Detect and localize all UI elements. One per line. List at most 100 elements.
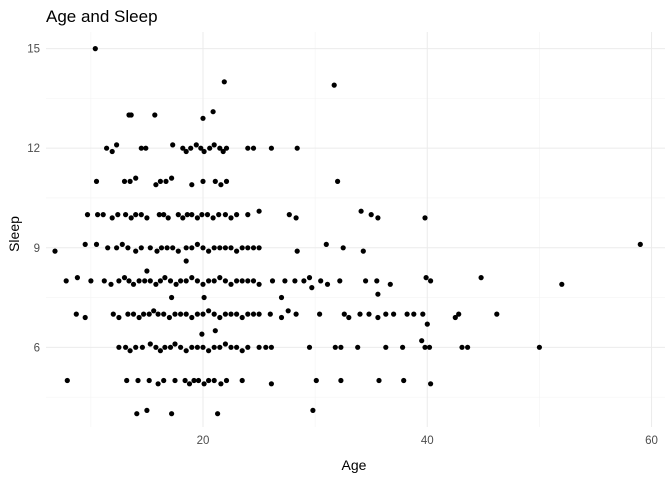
data-point bbox=[200, 311, 206, 317]
data-point bbox=[222, 311, 228, 317]
data-point bbox=[215, 411, 221, 417]
data-point bbox=[465, 344, 471, 350]
data-point bbox=[375, 215, 381, 221]
data-point bbox=[130, 311, 137, 317]
data-point bbox=[428, 278, 434, 284]
data-point bbox=[383, 344, 389, 350]
data-point bbox=[169, 175, 175, 181]
data-point bbox=[146, 377, 152, 384]
data-point bbox=[108, 281, 114, 287]
data-point bbox=[293, 215, 299, 221]
data-point bbox=[136, 314, 142, 321]
data-point bbox=[163, 178, 169, 184]
data-point bbox=[263, 344, 269, 350]
data-point bbox=[206, 377, 212, 384]
data-point bbox=[201, 294, 207, 301]
data-point bbox=[153, 182, 159, 188]
data-point bbox=[147, 341, 153, 347]
data-point bbox=[217, 314, 223, 321]
data-point bbox=[151, 308, 157, 314]
data-point bbox=[250, 145, 257, 151]
data-point bbox=[218, 182, 224, 188]
data-point bbox=[210, 215, 216, 221]
data-point bbox=[374, 278, 380, 284]
data-point bbox=[84, 212, 91, 218]
data-point bbox=[278, 294, 285, 301]
data-point bbox=[157, 278, 163, 284]
data-point bbox=[198, 145, 204, 151]
data-point bbox=[360, 248, 366, 254]
data-point bbox=[239, 377, 245, 384]
data-point bbox=[217, 275, 223, 281]
data-point bbox=[183, 311, 189, 317]
data-point bbox=[239, 278, 245, 284]
data-point bbox=[169, 411, 175, 417]
data-point bbox=[222, 341, 228, 347]
data-point bbox=[422, 344, 428, 350]
data-point bbox=[123, 344, 129, 350]
data-point bbox=[424, 321, 430, 327]
data-point bbox=[95, 212, 101, 218]
data-point bbox=[323, 241, 329, 247]
data-point bbox=[306, 275, 313, 281]
data-point bbox=[211, 344, 217, 350]
data-point bbox=[144, 407, 150, 413]
data-point bbox=[155, 311, 161, 317]
data-point bbox=[228, 215, 234, 221]
data-point bbox=[340, 245, 346, 251]
data-point bbox=[189, 245, 195, 251]
data-point bbox=[206, 308, 212, 314]
data-point bbox=[138, 212, 144, 218]
data-point bbox=[114, 142, 120, 148]
data-point bbox=[234, 311, 240, 317]
data-point bbox=[189, 182, 195, 188]
data-point bbox=[206, 348, 212, 354]
data-point bbox=[376, 377, 382, 384]
x-tick-label: 20 bbox=[197, 435, 210, 447]
data-point bbox=[207, 145, 213, 151]
data-point bbox=[52, 248, 58, 254]
data-point bbox=[63, 278, 69, 284]
data-point bbox=[200, 344, 206, 350]
data-point bbox=[194, 241, 200, 247]
data-point bbox=[223, 377, 230, 384]
data-point bbox=[143, 145, 149, 151]
data-point bbox=[200, 178, 206, 184]
data-point bbox=[401, 377, 407, 384]
data-point bbox=[200, 281, 206, 287]
data-point bbox=[128, 215, 134, 221]
y-tick-label: 12 bbox=[27, 143, 40, 155]
chart-title: Age and Sleep bbox=[46, 7, 158, 26]
data-point bbox=[217, 145, 223, 151]
data-point bbox=[125, 245, 131, 251]
data-points bbox=[52, 46, 643, 417]
data-point bbox=[144, 215, 150, 221]
data-point bbox=[245, 344, 251, 350]
data-point bbox=[309, 285, 315, 291]
data-point bbox=[250, 245, 257, 251]
data-point bbox=[175, 248, 181, 254]
data-point bbox=[234, 344, 240, 350]
data-point bbox=[536, 344, 543, 350]
data-point bbox=[256, 344, 262, 350]
data-point bbox=[156, 212, 162, 218]
data-point bbox=[346, 314, 352, 321]
data-point bbox=[126, 278, 132, 284]
data-point bbox=[194, 311, 200, 317]
data-point bbox=[200, 245, 206, 251]
data-point bbox=[223, 145, 230, 151]
data-point bbox=[200, 115, 206, 121]
data-point bbox=[245, 311, 251, 317]
data-point bbox=[189, 314, 195, 321]
data-point bbox=[189, 275, 195, 281]
data-point bbox=[104, 145, 110, 151]
data-point bbox=[88, 278, 94, 284]
data-point bbox=[456, 311, 462, 317]
data-point bbox=[115, 212, 121, 218]
data-point bbox=[178, 278, 184, 284]
data-point bbox=[193, 142, 199, 148]
data-point bbox=[147, 245, 153, 251]
data-point bbox=[338, 377, 344, 384]
data-point bbox=[180, 145, 186, 151]
data-point bbox=[313, 377, 319, 384]
